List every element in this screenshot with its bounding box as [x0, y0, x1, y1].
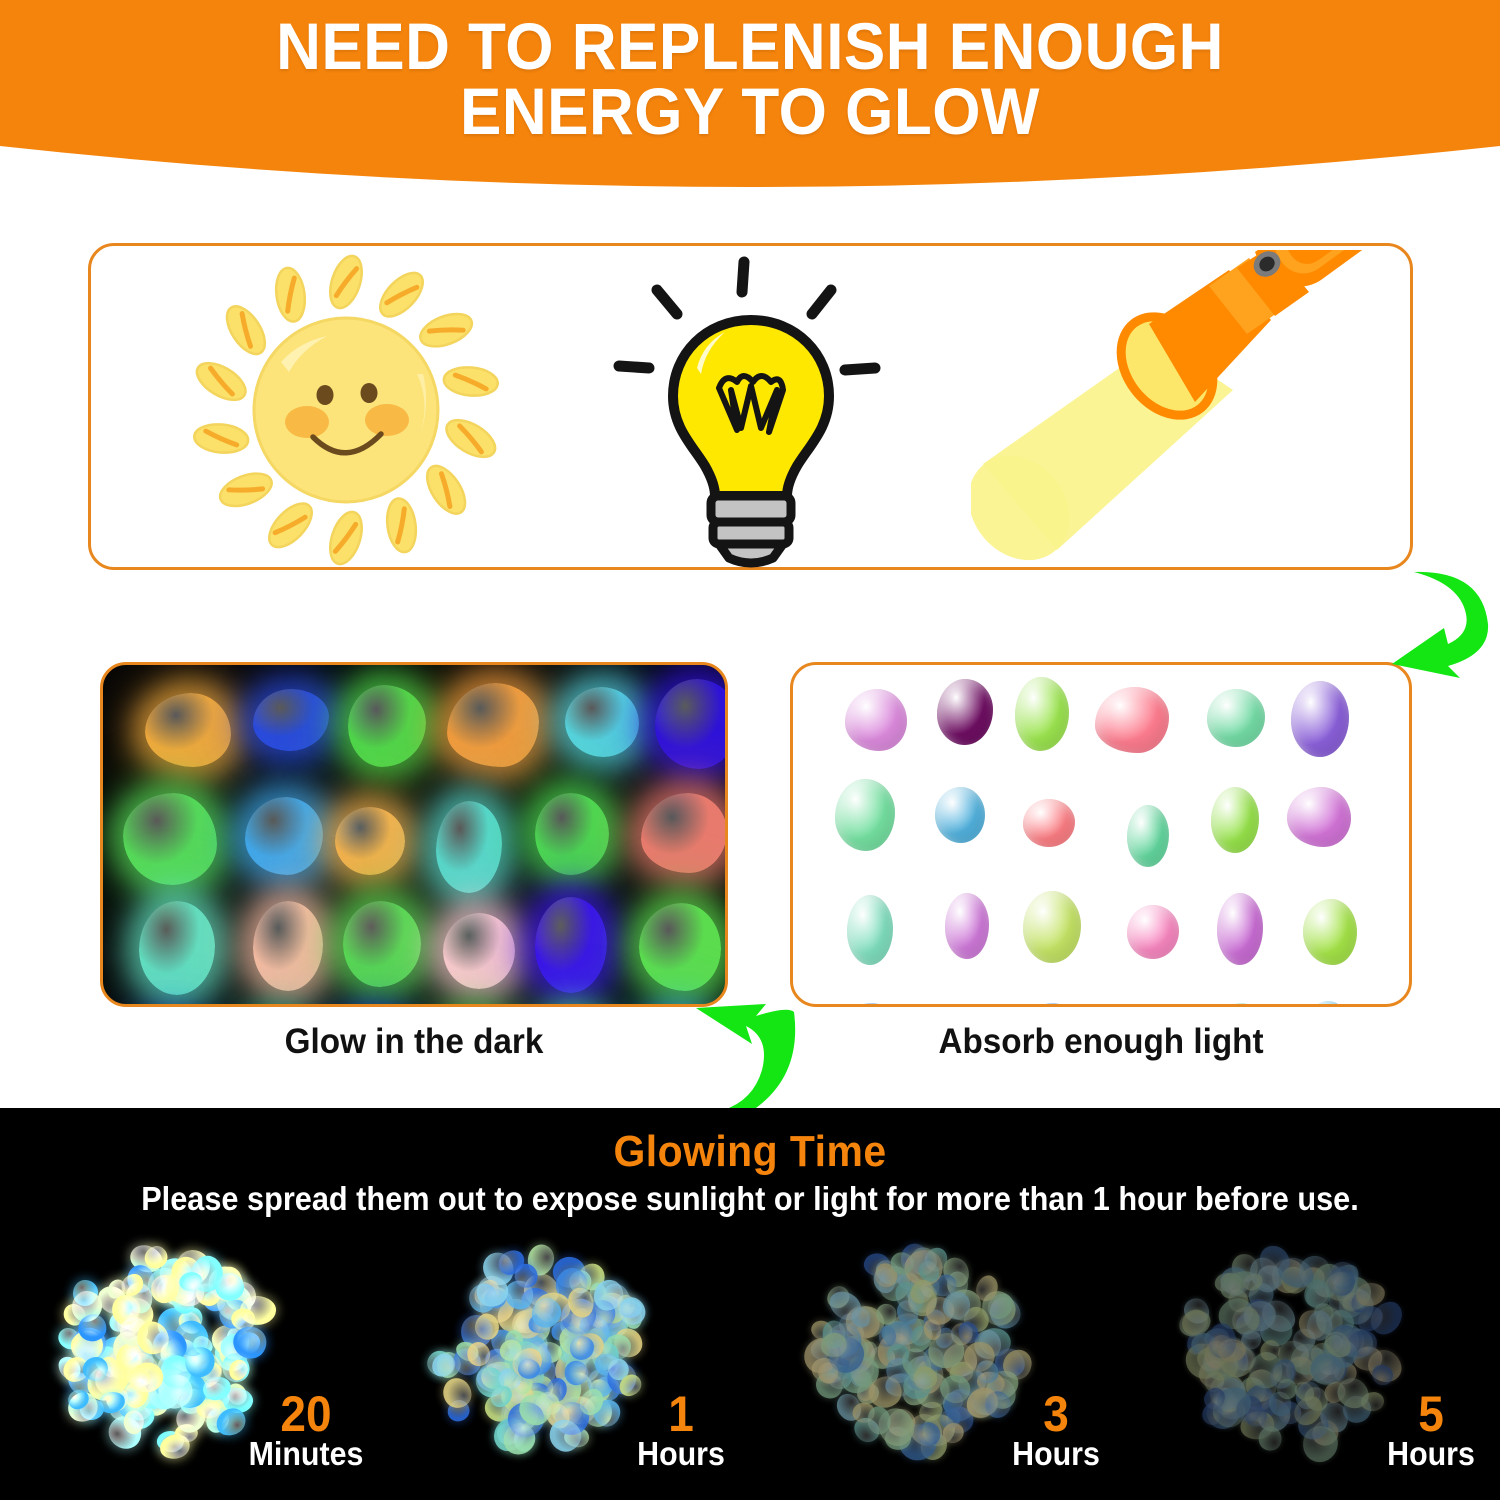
stone [443, 913, 515, 989]
light-bulb-icon [591, 250, 911, 570]
stone [1211, 787, 1259, 853]
stone [535, 897, 607, 993]
pebble [569, 1336, 594, 1360]
header-band-shape [0, 0, 1500, 187]
stone [1127, 805, 1169, 867]
stone [1023, 799, 1075, 847]
time-unit: Hours [1012, 1435, 1100, 1472]
glow-in-dark-panel [100, 662, 728, 1007]
stone [655, 679, 725, 769]
time-unit: Hours [1387, 1435, 1475, 1472]
stone [935, 787, 985, 843]
stone [1023, 891, 1081, 963]
stone [841, 1003, 899, 1004]
stone [1207, 689, 1265, 747]
stone [1305, 1001, 1351, 1004]
stone [565, 687, 639, 757]
stone [1015, 677, 1069, 751]
stone [847, 895, 893, 965]
header-banner: NEED TO REPLENISH ENOUGH ENERGY TO GLOW [0, 0, 1500, 215]
stone [845, 689, 907, 751]
glowing-time-step: 20 Minutes [20, 1228, 395, 1498]
stone [343, 901, 421, 987]
time-unit: Minutes [248, 1435, 364, 1472]
time-number: 5 [1418, 1386, 1444, 1442]
stone [1217, 893, 1263, 965]
stone [937, 679, 993, 745]
absorb-light-caption: Absorb enough light [938, 1022, 1264, 1061]
absorb-light-panel [790, 662, 1412, 1007]
stone [348, 685, 426, 767]
stone [1127, 905, 1179, 959]
stone [123, 793, 217, 885]
stone [253, 901, 323, 991]
stone [145, 693, 231, 767]
time-number: 20 [280, 1386, 332, 1442]
pebble [436, 1372, 477, 1414]
time-label: 3 Hours [981, 1386, 1131, 1472]
stone [639, 903, 721, 991]
flashlight-icon [968, 175, 1411, 568]
stone [945, 893, 989, 959]
curved-arrow-up-left-icon [690, 1000, 810, 1118]
curved-arrow-down-left-icon [1386, 562, 1500, 683]
glowing-time-step: 3 Hours [770, 1228, 1145, 1498]
stone [1287, 787, 1351, 847]
stone [1217, 1003, 1265, 1004]
stone [447, 683, 539, 767]
time-label: 5 Hours [1356, 1386, 1500, 1472]
stone [253, 689, 329, 751]
time-number: 1 [668, 1386, 694, 1442]
pebble [875, 1302, 897, 1325]
glowing-time-step: 1 Hours [395, 1228, 770, 1498]
glowing-time-subtitle: Please spread them out to expose sunligh… [141, 1180, 1359, 1217]
stone [1095, 687, 1169, 753]
glowing-time-section: Glowing Time Please spread them out to e… [0, 1108, 1500, 1500]
stone [1303, 899, 1357, 965]
pebble [514, 1262, 538, 1288]
stone [335, 807, 405, 875]
stone [535, 793, 609, 875]
time-number: 3 [1043, 1386, 1069, 1442]
glowing-time-title: Glowing Time [613, 1127, 887, 1176]
time-unit: Hours [637, 1435, 725, 1472]
stone [139, 901, 215, 995]
glow-in-dark-caption: Glow in the dark [284, 1022, 544, 1061]
stone [245, 797, 323, 875]
stone [835, 779, 895, 851]
sun-icon [131, 254, 561, 566]
time-label: 1 Hours [606, 1386, 756, 1472]
stone [1291, 681, 1349, 757]
pebble-pile [405, 1228, 648, 1463]
pebble-pile [1155, 1228, 1409, 1464]
stone [1025, 1003, 1079, 1004]
stone [935, 1005, 989, 1007]
stone [436, 801, 502, 893]
glowing-time-step: 5 Hours [1145, 1228, 1500, 1498]
time-label: 20 Minutes [231, 1386, 381, 1472]
stone [641, 793, 725, 873]
light-sources-panel [88, 175, 1413, 570]
page-title: NEED TO REPLENISH ENOUGH ENERGY TO GLOW [276, 9, 1224, 148]
